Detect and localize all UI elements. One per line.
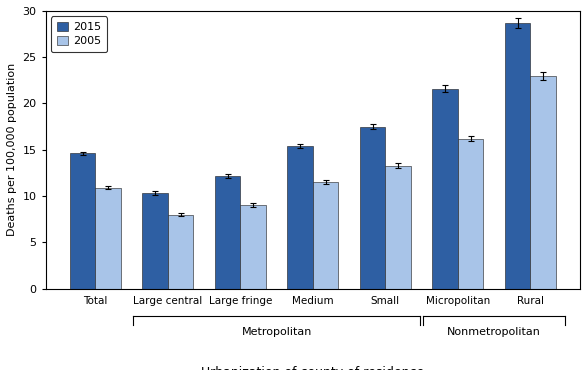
- Bar: [95, 188, 121, 289]
- Text: Metropolitan: Metropolitan: [241, 327, 312, 337]
- Bar: [215, 176, 240, 289]
- Bar: [505, 23, 531, 289]
- Bar: [531, 76, 556, 289]
- Text: Nonmetropolitan: Nonmetropolitan: [447, 327, 541, 337]
- Bar: [168, 215, 193, 289]
- Legend: 2015, 2005: 2015, 2005: [51, 17, 107, 52]
- Bar: [288, 146, 313, 289]
- Bar: [240, 205, 266, 289]
- Bar: [70, 154, 95, 289]
- Bar: [313, 182, 338, 289]
- Bar: [385, 165, 411, 289]
- Text: Urbanization of county of residence: Urbanization of county of residence: [201, 366, 424, 370]
- Bar: [360, 127, 385, 289]
- Bar: [143, 193, 168, 289]
- Y-axis label: Deaths per 100,000 population: Deaths per 100,000 population: [7, 63, 17, 236]
- Bar: [433, 89, 458, 289]
- Bar: [458, 139, 483, 289]
